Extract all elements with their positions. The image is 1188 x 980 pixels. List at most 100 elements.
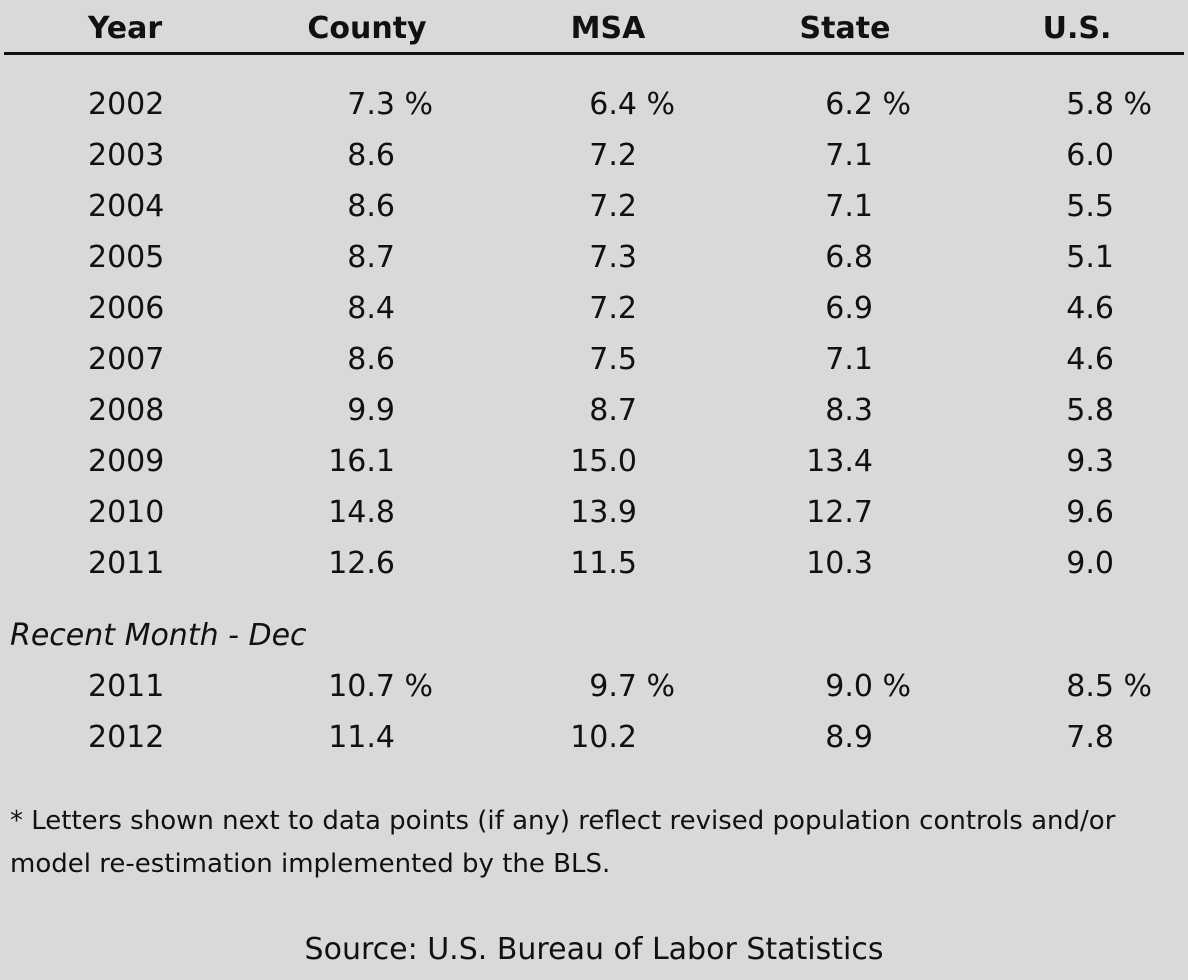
us-cell: 7.8	[994, 714, 1114, 762]
msa-cell: 9.7 %	[517, 663, 677, 711]
county-value: 7.3	[347, 87, 395, 122]
table-row: 2006 8.4 7.2 6.9 4.6	[0, 285, 1188, 333]
header-year: Year	[87, 11, 163, 46]
msa-value: 6.4	[589, 87, 637, 122]
us-value: 9.6	[1066, 495, 1114, 530]
us-cell: 8.5 %	[994, 663, 1154, 711]
year-value: 2011	[88, 669, 165, 704]
table-row: 2007 8.6 7.5 7.1 4.6	[0, 336, 1188, 384]
year-cell: 2007	[88, 336, 164, 384]
header-county: County	[307, 11, 427, 46]
county-cell: 11.4	[275, 714, 395, 762]
state-value: 7.1	[825, 138, 873, 173]
county-cell: 8.4	[275, 285, 395, 333]
msa-value: 7.5	[589, 342, 637, 377]
us-cell: 9.0	[994, 540, 1114, 588]
msa-cell: 7.2	[517, 183, 637, 231]
header-us: U.S.	[1042, 11, 1112, 46]
percent-sign: %	[646, 669, 676, 704]
state-cell: 6.2 %	[753, 81, 913, 129]
recent-month-label: Recent Month - Dec	[10, 618, 307, 653]
us-value: 6.0	[1066, 138, 1114, 173]
source-note: Source: U.S. Bureau of Labor Statistics	[304, 932, 884, 967]
msa-value: 8.7	[589, 393, 637, 428]
county-cell: 12.6	[275, 540, 395, 588]
percent-sign: %	[1123, 87, 1153, 122]
year-cell: 2008	[88, 387, 164, 435]
table-row: 2008 9.9 8.7 8.3 5.8	[0, 387, 1188, 435]
msa-value: 7.2	[589, 189, 637, 224]
msa-value: 11.5	[570, 546, 637, 581]
county-value: 10.7	[328, 669, 395, 704]
us-value: 7.8	[1066, 720, 1114, 755]
header-msa: MSA	[570, 11, 646, 46]
table-row: 2009 16.1 15.0 13.4 9.3	[0, 438, 1188, 486]
state-cell: 7.1	[753, 132, 873, 180]
state-value: 7.1	[825, 342, 873, 377]
year-cell: 2005	[88, 234, 164, 282]
year-value: 2010	[88, 495, 165, 530]
table-row: 2011 12.6 11.5 10.3 9.0	[0, 540, 1188, 588]
year-cell: 2002	[88, 81, 164, 129]
percent-sign: %	[882, 669, 912, 704]
us-value: 8.5	[1066, 669, 1114, 704]
state-value: 12.7	[806, 495, 873, 530]
msa-cell: 13.9	[517, 489, 637, 537]
msa-value: 7.3	[589, 240, 637, 275]
table-row: 2004 8.6 7.2 7.1 5.5	[0, 183, 1188, 231]
msa-cell: 8.7	[517, 387, 637, 435]
msa-value: 9.7	[589, 669, 637, 704]
state-value: 6.8	[825, 240, 873, 275]
us-value: 4.6	[1066, 291, 1114, 326]
state-cell: 8.3	[753, 387, 873, 435]
county-cell: 16.1	[275, 438, 395, 486]
us-cell: 4.6	[994, 285, 1114, 333]
year-value: 2011	[88, 546, 165, 581]
state-value: 6.2	[825, 87, 873, 122]
table-row: 2011 10.7 % 9.7 % 9.0 % 8.5 %	[0, 663, 1188, 711]
us-cell: 9.3	[994, 438, 1114, 486]
year-cell: 2003	[88, 132, 164, 180]
state-cell: 9.0 %	[753, 663, 913, 711]
year-value: 2002	[88, 87, 165, 122]
us-value: 4.6	[1066, 342, 1114, 377]
state-cell: 7.1	[753, 183, 873, 231]
msa-cell: 10.2	[517, 714, 637, 762]
us-cell: 6.0	[994, 132, 1114, 180]
year-cell: 2004	[88, 183, 164, 231]
year-value: 2008	[88, 393, 165, 428]
county-value: 8.7	[347, 240, 395, 275]
year-cell: 2011	[88, 540, 164, 588]
percent-sign: %	[404, 669, 434, 704]
county-cell: 7.3 %	[275, 81, 435, 129]
msa-cell: 7.2	[517, 285, 637, 333]
year-value: 2005	[88, 240, 165, 275]
state-cell: 8.9	[753, 714, 873, 762]
state-cell: 6.8	[753, 234, 873, 282]
us-value: 5.8	[1066, 393, 1114, 428]
year-cell: 2010	[88, 489, 164, 537]
year-value: 2007	[88, 342, 165, 377]
table-header: Year County MSA State U.S.	[0, 8, 1188, 50]
county-cell: 8.6	[275, 336, 395, 384]
msa-value: 7.2	[589, 138, 637, 173]
county-cell: 8.6	[275, 132, 395, 180]
year-value: 2004	[88, 189, 165, 224]
us-cell: 5.5	[994, 183, 1114, 231]
table-row: 2005 8.7 7.3 6.8 5.1	[0, 234, 1188, 282]
percent-sign: %	[882, 87, 912, 122]
msa-value: 15.0	[570, 444, 637, 479]
state-value: 8.9	[825, 720, 873, 755]
msa-cell: 7.5	[517, 336, 637, 384]
county-value: 8.6	[347, 138, 395, 173]
us-value: 5.8	[1066, 87, 1114, 122]
county-value: 12.6	[328, 546, 395, 581]
state-value: 7.1	[825, 189, 873, 224]
state-cell: 6.9	[753, 285, 873, 333]
header-state: State	[799, 11, 891, 46]
msa-cell: 11.5	[517, 540, 637, 588]
state-value: 6.9	[825, 291, 873, 326]
msa-value: 10.2	[570, 720, 637, 755]
state-cell: 10.3	[753, 540, 873, 588]
county-value: 11.4	[328, 720, 395, 755]
